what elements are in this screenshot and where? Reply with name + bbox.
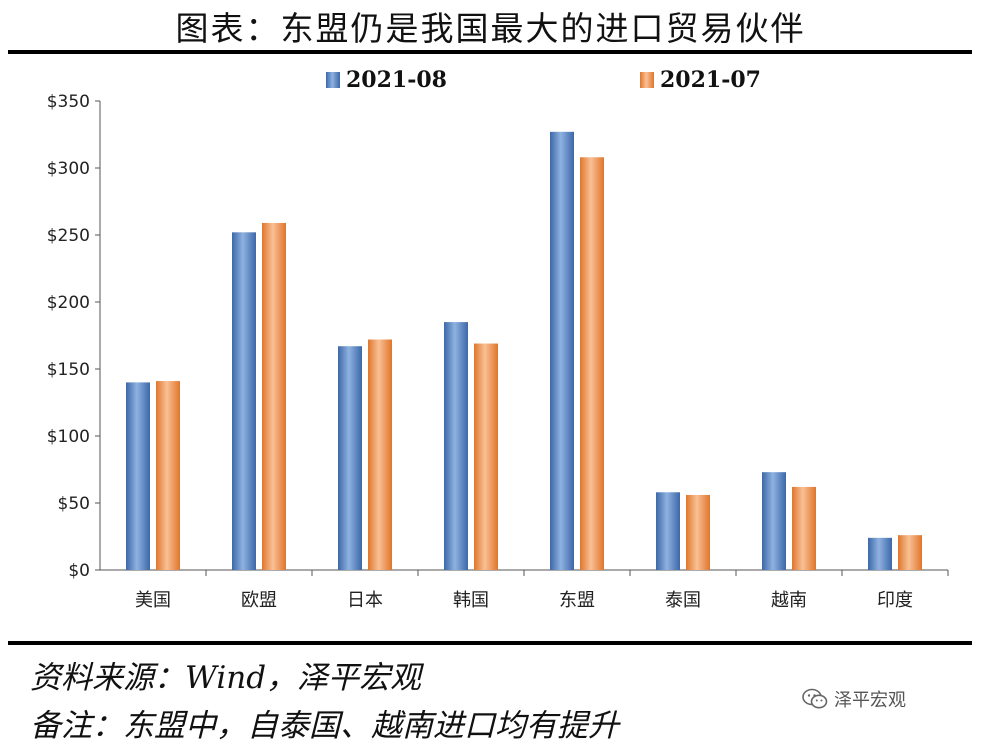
bar-2021-08-东盟	[550, 131, 574, 570]
x-tick-label: 泰国	[665, 590, 701, 611]
bar-2021-08-日本	[338, 346, 362, 570]
legend-swatch	[326, 72, 340, 88]
bar-2021-08-印度	[868, 537, 892, 570]
y-tick-label: $0	[68, 561, 90, 581]
x-tick-label: 日本	[347, 590, 383, 611]
legend-swatch	[640, 72, 654, 88]
watermark: 泽平宏观	[802, 686, 906, 712]
bottom-divider	[8, 641, 972, 645]
bar-2021-07-欧盟	[262, 222, 286, 570]
x-tick-label: 美国	[135, 590, 171, 611]
y-tick-label: $150	[47, 360, 90, 380]
legend-label: 2021-07	[660, 67, 761, 93]
y-tick-label: $300	[47, 159, 90, 179]
bar-2021-07-泰国	[686, 494, 710, 570]
x-tick-label: 越南	[771, 590, 807, 611]
wechat-icon	[802, 688, 828, 709]
bar-2021-07-印度	[898, 535, 922, 570]
bar-2021-07-日本	[368, 339, 392, 570]
x-tick-label: 欧盟	[241, 590, 277, 611]
top-divider	[8, 50, 972, 54]
bar-2021-08-欧盟	[232, 232, 256, 570]
watermark-text: 泽平宏观	[834, 690, 906, 711]
remark-note: 备注：东盟中，自泰国、越南进口均有提升	[30, 708, 619, 744]
y-tick-label: $350	[47, 92, 90, 112]
y-tick-label: $100	[47, 427, 90, 447]
bar-chart: $0 $50 $100 $150 $200 $250 $300 $350 美国 欧盟 日本 韩国 东盟 泰…	[47, 67, 949, 611]
x-tick-label: 韩国	[453, 590, 489, 611]
bar-2021-08-泰国	[656, 492, 680, 570]
chart-area: $0 $50 $100 $150 $200 $250 $300 $350 美国 欧盟 日本 韩国 东盟 泰…	[8, 58, 972, 636]
legend-label: 2021-08	[346, 67, 447, 93]
bar-2021-08-美国	[126, 382, 150, 570]
y-tick-label: $200	[47, 293, 90, 313]
bar-2021-07-美国	[156, 381, 180, 570]
bar-2021-08-韩国	[444, 322, 468, 570]
page-title: 图表：东盟仍是我国最大的进口贸易伙伴	[175, 9, 806, 48]
x-tick-label: 东盟	[559, 590, 595, 611]
x-tick-label: 印度	[877, 590, 913, 611]
bar-2021-07-越南	[792, 486, 816, 570]
bar-2021-08-越南	[762, 472, 786, 570]
y-tick-label: $50	[58, 494, 90, 514]
y-tick-label: $250	[47, 226, 90, 246]
bar-2021-07-东盟	[580, 157, 604, 570]
source-note: 资料来源：Wind，泽平宏观	[30, 660, 422, 696]
bar-2021-07-韩国	[474, 343, 498, 570]
